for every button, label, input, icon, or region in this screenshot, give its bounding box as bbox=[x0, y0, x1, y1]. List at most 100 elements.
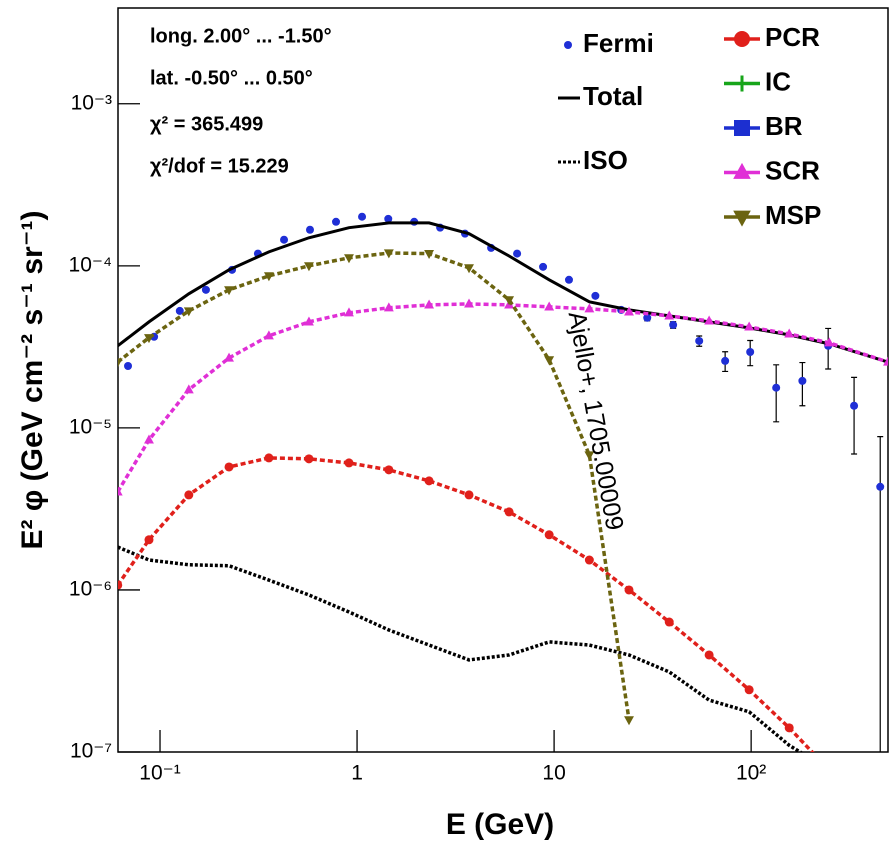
marker bbox=[733, 162, 751, 179]
marker bbox=[304, 262, 314, 272]
legend-item: Fermi bbox=[564, 28, 654, 58]
marker bbox=[695, 336, 704, 345]
series-line bbox=[118, 456, 815, 752]
x-tick-label: 10 bbox=[542, 762, 565, 785]
marker bbox=[201, 285, 210, 294]
marker bbox=[850, 401, 859, 410]
legend-label: IC bbox=[765, 66, 791, 96]
x-axis-title: E (GeV) bbox=[446, 808, 554, 841]
series-line bbox=[118, 251, 631, 721]
marker bbox=[824, 337, 835, 347]
legend-item: IC bbox=[724, 66, 791, 96]
marker bbox=[798, 376, 807, 385]
x-tick-label: 1 bbox=[351, 762, 363, 785]
marker bbox=[344, 307, 354, 317]
marker bbox=[734, 75, 750, 92]
series-line bbox=[118, 545, 804, 752]
legend-label: PCR bbox=[765, 22, 820, 52]
marker bbox=[464, 298, 474, 308]
legend-item: ISO bbox=[558, 145, 628, 175]
marker bbox=[344, 458, 354, 468]
legend-label: ISO bbox=[583, 145, 628, 175]
marker bbox=[358, 212, 367, 221]
marker bbox=[883, 356, 888, 366]
annotation: χ² = 365.499 bbox=[150, 113, 263, 135]
legend-label: MSP bbox=[765, 200, 821, 230]
annotation: lat. -0.50° ... 0.50° bbox=[150, 67, 313, 89]
marker bbox=[263, 330, 274, 340]
marker bbox=[304, 316, 314, 326]
marker bbox=[124, 361, 133, 370]
marker bbox=[884, 826, 889, 835]
legend-item: Total bbox=[558, 81, 643, 111]
marker bbox=[184, 490, 194, 500]
marker bbox=[584, 303, 595, 313]
marker bbox=[825, 766, 834, 775]
marker bbox=[564, 41, 572, 49]
marker bbox=[424, 249, 435, 259]
marker bbox=[144, 334, 154, 344]
error-bar bbox=[773, 364, 780, 423]
marker bbox=[183, 307, 194, 317]
marker bbox=[784, 328, 795, 338]
legend-label: Fermi bbox=[583, 28, 654, 58]
marker bbox=[624, 306, 634, 316]
marker bbox=[669, 320, 678, 329]
marker bbox=[424, 299, 435, 309]
marker bbox=[624, 716, 634, 726]
legend-item: BR bbox=[724, 111, 803, 141]
marker bbox=[876, 482, 885, 491]
marker bbox=[144, 535, 154, 545]
marker bbox=[118, 580, 123, 590]
marker bbox=[734, 31, 750, 47]
series-line bbox=[118, 221, 888, 364]
marker bbox=[183, 384, 194, 394]
marker bbox=[504, 296, 515, 306]
marker bbox=[539, 262, 548, 271]
error-bar bbox=[877, 436, 884, 752]
marker bbox=[118, 358, 123, 367]
marker bbox=[344, 254, 354, 264]
marker bbox=[305, 225, 314, 234]
marker bbox=[224, 462, 234, 472]
marker bbox=[664, 310, 675, 320]
x-tick-label: 10⁻¹ bbox=[139, 762, 180, 785]
marker bbox=[643, 313, 652, 322]
marker bbox=[118, 486, 123, 496]
y-tick-label: 10⁻⁷ bbox=[70, 740, 112, 763]
marker bbox=[464, 264, 474, 274]
marker bbox=[744, 685, 754, 695]
marker bbox=[424, 476, 434, 486]
marker bbox=[144, 434, 154, 444]
x-tick-label: 10² bbox=[736, 762, 766, 785]
marker bbox=[383, 249, 394, 259]
marker bbox=[383, 302, 394, 312]
y-tick-label: 10⁻⁵ bbox=[69, 415, 112, 438]
series-line bbox=[118, 302, 888, 493]
marker bbox=[332, 217, 341, 226]
marker bbox=[704, 315, 715, 325]
marker bbox=[544, 356, 555, 366]
marker bbox=[280, 235, 289, 244]
y-tick-label: 10⁻⁶ bbox=[69, 577, 112, 600]
marker bbox=[721, 356, 730, 365]
legend-item: SCR bbox=[724, 155, 820, 185]
marker bbox=[263, 272, 274, 282]
legend-item: MSP bbox=[724, 200, 821, 230]
marker bbox=[784, 723, 794, 733]
marker bbox=[733, 210, 751, 227]
legend-label: BR bbox=[765, 111, 803, 141]
marker bbox=[384, 465, 394, 475]
marker bbox=[264, 453, 274, 463]
marker bbox=[464, 490, 474, 500]
plot-area bbox=[118, 212, 889, 835]
annotation: long. 2.00° ... -1.50° bbox=[150, 25, 332, 47]
y-tick-label: 10⁻⁴ bbox=[69, 253, 112, 276]
legend-label: SCR bbox=[765, 155, 820, 185]
legend-item: PCR bbox=[724, 22, 820, 52]
reference-note: Ajello+, 1705.00009 bbox=[563, 309, 629, 532]
marker bbox=[175, 306, 184, 315]
marker bbox=[513, 249, 522, 258]
marker bbox=[734, 120, 750, 136]
marker bbox=[224, 286, 234, 296]
